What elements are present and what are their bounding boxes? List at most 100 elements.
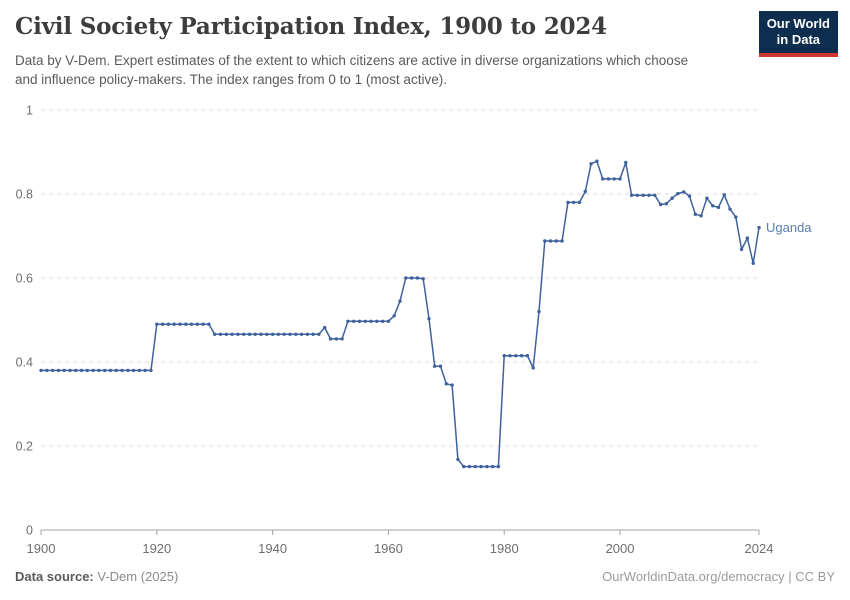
data-point bbox=[687, 194, 692, 198]
data-point bbox=[137, 368, 142, 373]
data-point bbox=[79, 368, 84, 373]
data-point bbox=[502, 354, 506, 358]
data-point bbox=[664, 202, 669, 206]
data-point bbox=[178, 322, 182, 326]
owid-logo-line2: in Data bbox=[776, 32, 821, 48]
data-point bbox=[467, 464, 472, 469]
x-tick-label: 2024 bbox=[745, 541, 774, 556]
data-point bbox=[369, 319, 373, 323]
data-point bbox=[224, 332, 228, 336]
data-point bbox=[496, 464, 501, 469]
data-point bbox=[62, 368, 66, 373]
data-point bbox=[126, 368, 130, 373]
data-point bbox=[328, 337, 333, 341]
x-tick-label: 1920 bbox=[142, 541, 171, 556]
data-point bbox=[149, 368, 153, 373]
data-point bbox=[39, 368, 43, 373]
data-point bbox=[189, 322, 194, 326]
data-source-note: Data source: V-Dem (2025) bbox=[15, 569, 178, 584]
data-point bbox=[566, 200, 570, 205]
data-point bbox=[624, 160, 628, 165]
x-tick-label: 2000 bbox=[606, 541, 635, 556]
data-point bbox=[392, 314, 396, 318]
data-point bbox=[409, 276, 414, 280]
data-point bbox=[97, 368, 101, 373]
data-point bbox=[560, 239, 564, 243]
data-point bbox=[728, 207, 732, 211]
data-point bbox=[131, 368, 136, 373]
data-point bbox=[612, 177, 616, 181]
chart-line-uganda[interactable] bbox=[41, 160, 760, 468]
data-point bbox=[236, 332, 240, 336]
owid-logo[interactable]: Our World in Data bbox=[758, 11, 838, 57]
data-point bbox=[490, 464, 495, 469]
data-point bbox=[56, 368, 61, 373]
data-point bbox=[103, 368, 107, 373]
data-point bbox=[485, 464, 489, 469]
data-point bbox=[230, 332, 234, 336]
x-tick-label: 1980 bbox=[490, 541, 519, 556]
y-tick-label: 0.6 bbox=[16, 272, 33, 286]
data-point bbox=[682, 190, 686, 194]
data-point bbox=[595, 159, 599, 163]
data-point bbox=[276, 332, 281, 336]
data-point bbox=[537, 309, 541, 314]
data-point bbox=[195, 322, 199, 326]
data-point bbox=[606, 177, 611, 181]
data-point bbox=[340, 337, 344, 341]
data-point bbox=[247, 332, 252, 336]
data-point bbox=[346, 319, 350, 323]
data-point bbox=[357, 319, 362, 323]
data-point bbox=[722, 193, 726, 197]
data-point bbox=[270, 332, 275, 336]
data-point bbox=[658, 202, 663, 207]
data-point bbox=[601, 177, 605, 181]
series-end-label[interactable]: Uganda bbox=[766, 220, 812, 235]
data-point bbox=[548, 239, 553, 243]
data-point bbox=[618, 177, 622, 181]
data-point bbox=[635, 193, 640, 197]
data-point bbox=[184, 322, 188, 326]
data-point bbox=[398, 299, 402, 303]
data-point bbox=[282, 332, 286, 336]
data-point bbox=[352, 319, 356, 323]
data-point bbox=[386, 319, 391, 323]
data-point bbox=[554, 239, 558, 243]
data-point bbox=[543, 239, 547, 243]
data-point bbox=[716, 205, 721, 210]
data-point bbox=[120, 368, 124, 373]
data-point bbox=[172, 322, 176, 326]
data-point bbox=[207, 322, 211, 326]
data-point bbox=[363, 319, 367, 323]
y-tick-label: 0.8 bbox=[16, 188, 33, 202]
data-point bbox=[108, 368, 113, 373]
data-point bbox=[450, 383, 454, 387]
data-point bbox=[242, 332, 246, 336]
x-tick-label: 1960 bbox=[374, 541, 403, 556]
data-point bbox=[213, 332, 217, 336]
data-point bbox=[85, 368, 90, 373]
y-tick-label: 0 bbox=[26, 524, 33, 538]
data-point bbox=[519, 354, 524, 358]
data-point bbox=[647, 193, 651, 197]
data-point bbox=[508, 354, 512, 358]
data-point bbox=[404, 276, 408, 280]
data-point bbox=[438, 364, 443, 368]
data-point bbox=[68, 368, 72, 373]
footer-citation-link[interactable]: OurWorldinData.org/democracy | CC BY bbox=[602, 569, 835, 584]
data-point bbox=[166, 322, 171, 326]
data-point bbox=[676, 191, 680, 196]
data-point bbox=[299, 332, 304, 336]
data-point bbox=[583, 189, 587, 194]
data-source-label: Data source: bbox=[15, 569, 94, 584]
data-point bbox=[479, 464, 483, 469]
data-point bbox=[294, 332, 298, 336]
data-point bbox=[751, 261, 755, 265]
data-point bbox=[259, 332, 263, 336]
data-point bbox=[74, 368, 78, 373]
data-point bbox=[253, 332, 257, 336]
data-point bbox=[456, 457, 460, 462]
data-point bbox=[45, 368, 49, 373]
data-point bbox=[114, 368, 119, 373]
